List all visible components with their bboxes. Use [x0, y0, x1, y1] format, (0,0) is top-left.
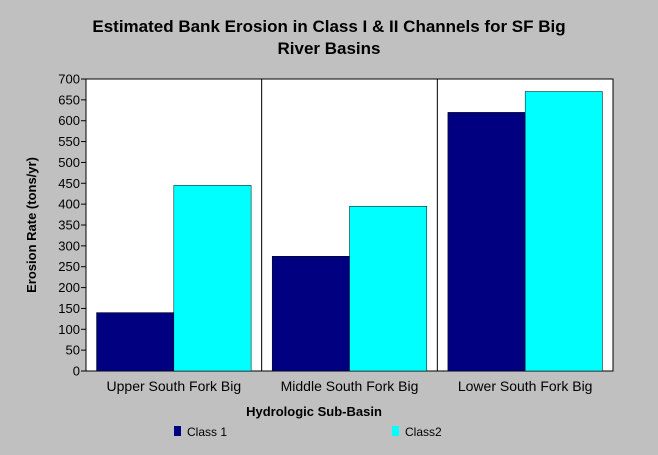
y-tick-label: 400 — [58, 197, 80, 212]
bar-class2 — [173, 185, 252, 372]
y-axis-title: Erosion Rate (tons/yr) — [24, 157, 39, 293]
legend-label: Class 1 — [187, 425, 227, 439]
y-tick-label: 350 — [58, 218, 80, 233]
y-tick-label: 300 — [58, 238, 80, 253]
x-category-label: Lower South Fork Big — [458, 378, 593, 394]
y-tick-label: 50 — [66, 343, 80, 358]
y-tick-label: 200 — [58, 280, 80, 295]
y-tick-label: 450 — [58, 176, 80, 191]
x-category-label: Upper South Fork Big — [107, 378, 242, 394]
y-tick-label: 250 — [58, 259, 80, 274]
legend: Class 1 Class2 — [174, 425, 442, 439]
y-tick-label: 700 — [58, 72, 80, 87]
bar-class-1 — [271, 256, 350, 372]
x-axis-category-labels: Upper South Fork Big Middle South Fork Bi… — [107, 378, 593, 394]
bars — [96, 91, 603, 372]
y-tick-label: 0 — [73, 364, 80, 379]
y-axis-ticks: 0 50 100 150 200 250 300 350 400 450 500 550 600 650 7… — [58, 72, 86, 379]
x-axis-title: Hydrologic Sub-Basin — [246, 404, 382, 419]
y-tick-label: 600 — [58, 113, 80, 128]
bar-class2 — [524, 91, 603, 372]
chart-title-line-2: River Basins — [278, 39, 381, 58]
bar-class-1 — [96, 312, 175, 372]
y-tick-label: 500 — [58, 155, 80, 170]
x-category-label: Middle South Fork Big — [281, 378, 419, 394]
y-tick-label: 100 — [58, 322, 80, 337]
bar-class2 — [349, 205, 428, 372]
bar-class-1 — [447, 112, 526, 372]
y-tick-label: 550 — [58, 134, 80, 149]
category-dividers — [261, 79, 438, 371]
y-tick-label: 150 — [58, 301, 80, 316]
legend-label: Class2 — [405, 425, 442, 439]
chart-title-line-1: Estimated Bank Erosion in Class I & II C… — [92, 17, 565, 36]
y-tick-label: 650 — [58, 92, 80, 107]
legend-swatch — [392, 426, 399, 436]
legend-swatch — [174, 426, 181, 436]
